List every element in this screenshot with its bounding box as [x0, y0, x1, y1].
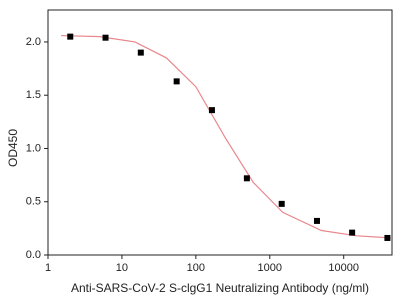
y-tick-label: 1.0: [26, 142, 41, 154]
data-point: [102, 34, 109, 41]
data-point: [278, 200, 285, 207]
data-point: [243, 175, 250, 182]
x-tick-label: 10: [116, 262, 128, 274]
data-point: [208, 107, 215, 114]
x-tick-label: 100: [187, 262, 205, 274]
y-tick-label: 0.0: [26, 249, 41, 261]
x-tick-label: 1: [45, 262, 51, 274]
data-point: [349, 229, 356, 236]
data-point: [67, 33, 74, 40]
data-point: [313, 217, 320, 224]
y-tick-label: 2.0: [26, 36, 41, 48]
fit-curve: [61, 34, 393, 239]
y-axis-title: OD450: [6, 129, 20, 167]
data-point: [137, 49, 144, 56]
x-tick-label: 1000: [258, 262, 282, 274]
y-tick-label: 0.5: [26, 196, 41, 208]
x-axis-title: Anti-SARS-CoV-2 S-clgG1 Neutralizing Ant…: [71, 281, 369, 295]
data-point: [173, 78, 180, 85]
plot-frame: [47, 9, 393, 256]
y-tick-label: 1.5: [26, 89, 41, 101]
x-tick-label: 10000: [328, 262, 359, 274]
data-point: [384, 234, 391, 241]
